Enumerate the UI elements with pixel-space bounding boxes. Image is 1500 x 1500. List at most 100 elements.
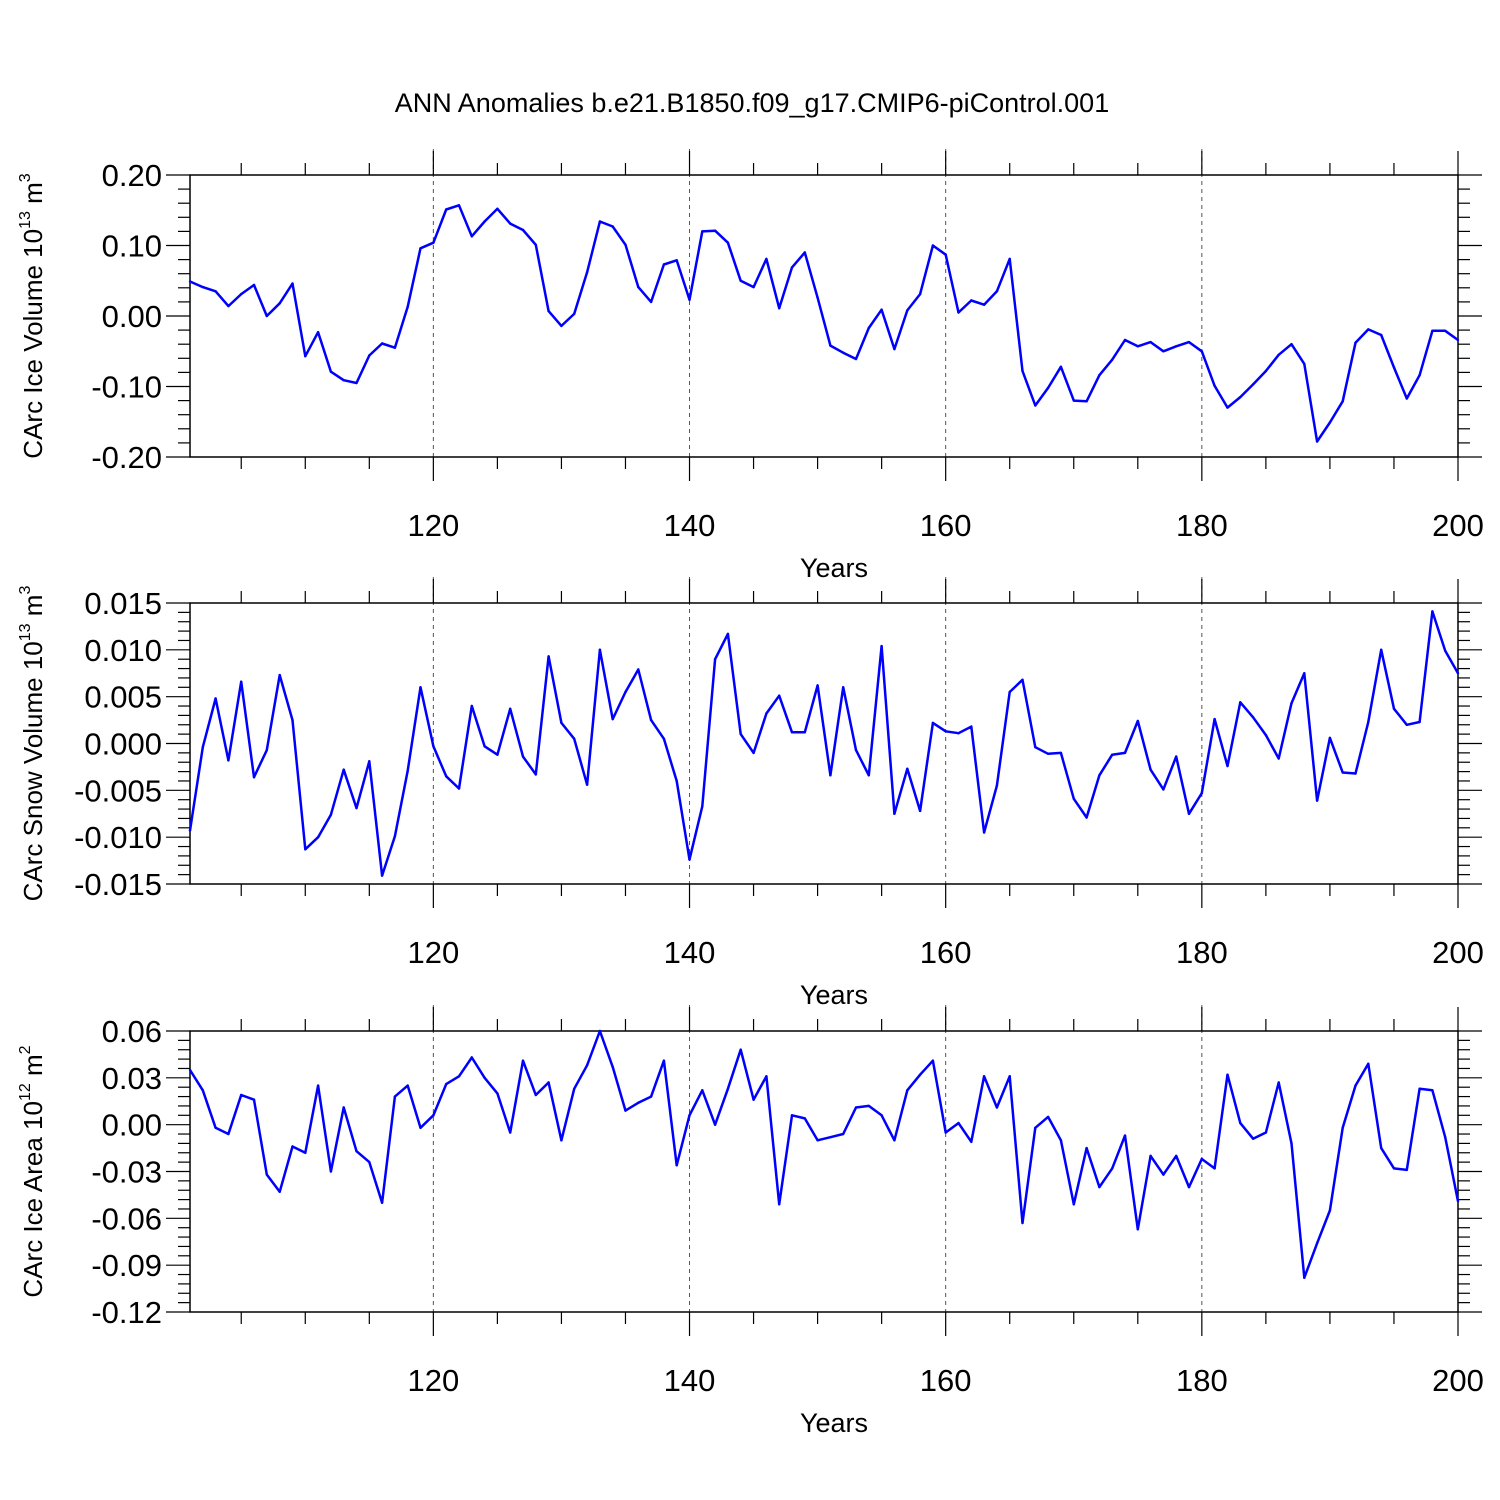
y-tick-label: 0.015	[84, 586, 162, 621]
data-point	[1354, 1084, 1357, 1087]
data-point	[393, 835, 397, 838]
data-point	[1072, 1203, 1076, 1206]
data-point	[1251, 716, 1255, 719]
data-point	[240, 292, 243, 296]
data-point	[765, 712, 768, 715]
data-point	[1444, 329, 1447, 332]
data-point	[1226, 406, 1229, 409]
data-point	[726, 241, 730, 244]
data-point	[1405, 723, 1409, 726]
data-point	[1367, 1062, 1370, 1066]
data-point	[688, 298, 691, 301]
data-point	[406, 305, 409, 308]
x-tick-label: 160	[920, 508, 972, 543]
data-point	[1136, 719, 1140, 723]
y-axis-label: CArc Snow Volume 1013 m3	[17, 586, 48, 902]
data-point	[637, 285, 640, 289]
data-point	[611, 225, 614, 228]
data-point	[1021, 678, 1024, 681]
y-tick-label: 0.03	[102, 1061, 162, 1096]
data-point	[867, 326, 870, 330]
data-point	[355, 381, 358, 385]
data-point	[1008, 257, 1011, 261]
data-point	[1303, 362, 1306, 366]
data-point	[739, 279, 742, 282]
data-point	[1431, 329, 1434, 332]
data-point	[1187, 1185, 1191, 1189]
data-point	[1239, 701, 1242, 704]
data-point	[1431, 610, 1434, 613]
x-tick-label: 180	[1176, 935, 1228, 970]
y-tick-label: -0.015	[74, 867, 162, 902]
data-point	[1341, 400, 1344, 403]
data-point	[1021, 369, 1024, 373]
data-point	[867, 1104, 870, 1108]
data-point	[816, 296, 819, 299]
tick-marks	[166, 151, 1482, 481]
data-point	[803, 731, 806, 734]
data-point	[1290, 343, 1293, 346]
data-point	[970, 1140, 973, 1144]
data-point	[483, 1076, 486, 1080]
data-point	[842, 351, 845, 354]
data-point	[329, 813, 333, 816]
grid-lines	[432, 577, 1203, 884]
series-line	[188, 610, 1460, 877]
data-point	[1213, 384, 1216, 387]
data-point	[1008, 1075, 1011, 1078]
data-point	[240, 680, 243, 683]
data-point	[393, 1095, 397, 1098]
plot-frame	[189, 602, 1459, 885]
data-point	[1380, 1146, 1383, 1150]
data-point	[1456, 338, 1460, 342]
tick-labels: -0.015 -0.010 -0.005 0.000 0.005 0.010 0.015 12…	[74, 586, 1484, 970]
data-point	[521, 228, 525, 232]
grid-lines	[432, 149, 1203, 457]
data-point	[829, 344, 832, 347]
data-point	[316, 836, 320, 839]
data-point	[585, 1064, 589, 1067]
data-point	[291, 282, 294, 285]
data-point	[342, 1106, 345, 1109]
data-point	[419, 686, 422, 689]
y-tick-label: 0.00	[102, 299, 162, 334]
data-point	[1264, 733, 1268, 737]
x-tick-label: 140	[664, 508, 716, 543]
data-point	[1264, 369, 1268, 373]
y-tick-label: 0.00	[102, 1108, 162, 1143]
data-point	[675, 779, 678, 783]
data-point	[1046, 1115, 1050, 1119]
plot-frame	[189, 174, 1459, 458]
data-point	[854, 1106, 858, 1109]
x-tick-label: 140	[664, 935, 716, 970]
data-point	[918, 809, 922, 813]
data-point	[214, 697, 217, 700]
data-points	[188, 204, 1460, 443]
data-point	[739, 1048, 742, 1051]
data-point	[457, 787, 461, 790]
x-tick-label: 200	[1432, 935, 1484, 970]
data-point	[1111, 753, 1114, 756]
data-point	[982, 303, 986, 306]
data-point	[649, 1095, 653, 1098]
data-point	[611, 717, 614, 721]
data-point	[688, 1114, 691, 1117]
x-tick-label: 120	[407, 1363, 459, 1398]
data-point	[1328, 421, 1332, 424]
data-point	[585, 783, 589, 786]
y-axis-label: CArc Ice Volume 1013 m3	[17, 173, 48, 458]
data-point	[214, 290, 217, 293]
data-point	[227, 1132, 230, 1136]
x-axis-label: Years	[800, 553, 868, 583]
data-point	[342, 379, 345, 382]
data-point	[1046, 386, 1050, 390]
data-point	[419, 1126, 422, 1130]
x-tick-label: 180	[1176, 1363, 1228, 1398]
data-point	[201, 746, 204, 749]
data-point	[1315, 799, 1319, 802]
data-point	[624, 690, 627, 694]
x-tick-label: 160	[920, 1363, 972, 1398]
data-point	[675, 259, 678, 262]
data-point	[547, 309, 550, 313]
data-point	[931, 721, 935, 725]
